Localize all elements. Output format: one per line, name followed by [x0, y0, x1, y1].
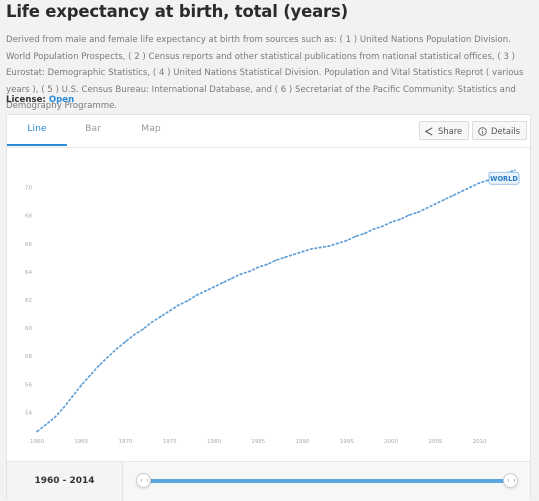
data-point [151, 321, 153, 323]
range-bar: 1960 - 2014 [7, 461, 530, 501]
data-point [107, 356, 109, 358]
info-icon [478, 127, 487, 136]
data-point [195, 294, 198, 297]
data-point [71, 395, 74, 398]
data-point [284, 256, 286, 259]
data-point [36, 430, 38, 433]
data-point [469, 186, 472, 188]
y-tick-label: 70 [25, 186, 32, 192]
data-point [381, 225, 384, 228]
data-point [168, 309, 171, 312]
data-point [80, 384, 83, 387]
data-point [443, 198, 445, 201]
data-point [62, 406, 65, 409]
y-tick-label: 54 [25, 410, 32, 416]
range-label: 1960 - 2014 [7, 462, 123, 501]
y-tick-label: 64 [25, 270, 32, 276]
share-label: Share [438, 126, 463, 136]
data-point [115, 347, 118, 350]
details-label: Details [491, 126, 521, 136]
data-point [230, 277, 233, 280]
data-point [461, 190, 463, 193]
chart-card: Line Bar Map Share Details 54 56 58 60 62 64 6… [6, 114, 531, 501]
tab-map[interactable]: Map [141, 123, 161, 134]
share-button[interactable]: Share [419, 121, 470, 140]
tab-bar[interactable]: Bar [85, 123, 101, 134]
data-point [319, 246, 322, 249]
license-info: License: Open [6, 95, 74, 105]
y-tick-label: 68 [25, 214, 32, 220]
x-tick-label: 1980 [207, 439, 221, 445]
data-point [337, 242, 339, 245]
data-point [292, 253, 295, 256]
y-tick-label: 56 [25, 382, 32, 388]
data-point [133, 333, 136, 336]
y-tick-label: 60 [25, 326, 32, 332]
data-point [434, 203, 437, 205]
data-point [266, 263, 268, 266]
range-slider-track[interactable] [147, 479, 511, 483]
data-point [222, 281, 224, 284]
y-tick-label: 62 [25, 298, 32, 304]
data-point [257, 266, 260, 268]
x-tick-label: 1985 [251, 439, 265, 445]
x-tick-label: 1995 [340, 439, 354, 445]
data-point [124, 340, 127, 343]
data-point [425, 207, 428, 209]
data-point [275, 259, 277, 261]
x-tick-label: 2005 [428, 439, 442, 445]
data-point [399, 218, 401, 221]
data-point [213, 286, 215, 288]
data-point [310, 248, 313, 250]
indicator-description: Derived from male and female life expect… [6, 35, 524, 112]
data-point [390, 221, 392, 224]
data-point [177, 304, 180, 306]
x-tick-label: 1990 [296, 439, 310, 445]
data-point [204, 290, 206, 292]
data-point [142, 328, 145, 330]
data-point [328, 245, 330, 247]
x-tick-label: 1975 [163, 439, 177, 445]
data-point [160, 315, 162, 318]
range-end-handle[interactable] [503, 473, 518, 488]
y-tick-label: 58 [25, 354, 32, 360]
data-point [89, 374, 91, 377]
share-icon [425, 127, 433, 136]
data-point [346, 239, 348, 242]
x-tick-label: 1970 [119, 439, 133, 445]
series-line-world [36, 169, 516, 433]
range-start-handle[interactable] [136, 473, 151, 488]
data-point [452, 194, 454, 197]
data-point [478, 182, 481, 184]
x-tick-label: 2010 [473, 439, 487, 445]
tab-line[interactable]: Line [7, 115, 67, 146]
data-point [239, 273, 242, 276]
page-title: Life expectancy at birth, total (years) [6, 2, 348, 21]
series-end-label: WORLD [490, 175, 518, 183]
data-point [407, 214, 410, 216]
data-point [514, 169, 516, 172]
data-point [354, 235, 357, 238]
chart-type-tabs: Line Bar Map Share Details [7, 115, 530, 148]
data-point [416, 211, 419, 214]
x-tick-label: 2000 [384, 439, 398, 445]
data-point [98, 364, 100, 367]
license-link[interactable]: Open [48, 95, 75, 105]
data-point [248, 270, 251, 273]
series-end-label-box [488, 171, 520, 185]
data-point [53, 416, 56, 419]
data-point [186, 300, 189, 302]
y-tick-label: 66 [25, 242, 32, 248]
life-expectancy-line-chart: 54 56 58 60 62 64 66 68 70 1960 1965 1970 1975 1980 19… [25, 169, 520, 445]
details-button[interactable]: Details [472, 121, 528, 140]
data-point [45, 423, 47, 426]
x-tick-label: 1965 [74, 439, 88, 445]
license-label: License: [6, 95, 46, 105]
x-tick-label: 1960 [30, 439, 44, 445]
data-point [301, 250, 304, 253]
data-point [363, 232, 366, 235]
data-point [372, 228, 375, 231]
